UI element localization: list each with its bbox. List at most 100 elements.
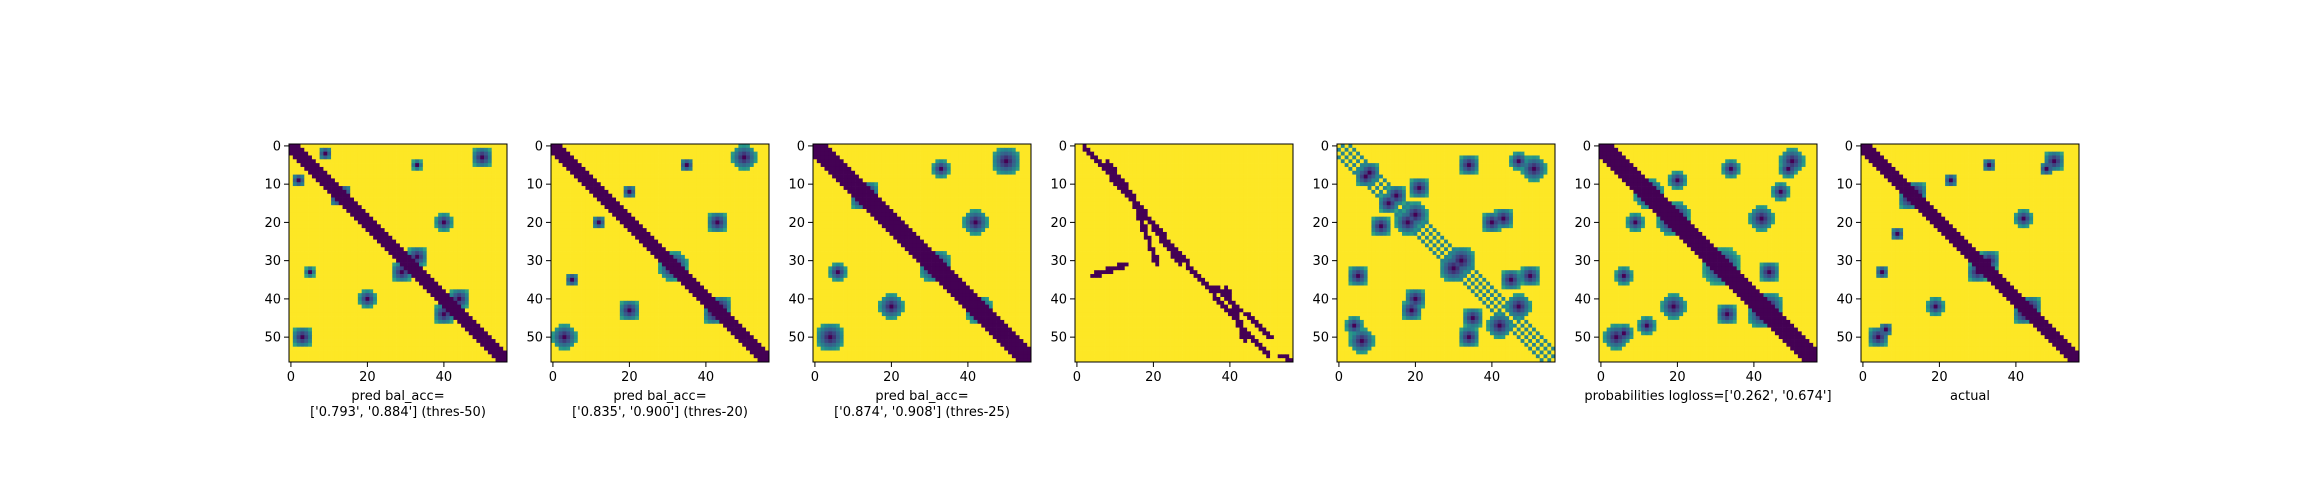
heatmap-cell bbox=[415, 335, 420, 340]
heatmap-cell bbox=[438, 258, 443, 263]
heatmap-cell bbox=[292, 201, 297, 206]
heatmap-cell bbox=[738, 147, 743, 152]
heatmap-cell bbox=[673, 170, 678, 175]
heatmap-cell bbox=[365, 170, 370, 175]
heatmap-cell bbox=[342, 274, 347, 279]
heatmap-cell bbox=[661, 193, 667, 198]
heatmap-cell bbox=[346, 155, 351, 160]
heatmap-cell bbox=[480, 151, 485, 156]
heatmap-cell bbox=[491, 251, 496, 256]
heatmap-cell bbox=[554, 243, 559, 248]
heatmap-cell bbox=[562, 197, 567, 202]
heatmap-cell bbox=[472, 182, 477, 187]
heatmap-cell bbox=[457, 319, 462, 325]
heatmap-cell bbox=[369, 186, 374, 191]
heatmap-cell bbox=[422, 144, 428, 149]
heatmap-cell bbox=[480, 339, 485, 344]
heatmap-cell bbox=[407, 327, 412, 332]
heatmap-cell bbox=[681, 178, 686, 183]
heatmap-cell bbox=[388, 316, 393, 321]
heatmap-cell bbox=[464, 251, 470, 256]
heatmap-cell bbox=[480, 350, 485, 355]
heatmap-cell bbox=[484, 323, 489, 328]
heatmap-cell bbox=[411, 243, 416, 248]
heatmap-cell bbox=[681, 186, 686, 191]
heatmap-cell bbox=[315, 212, 320, 218]
heatmap-cell bbox=[399, 335, 405, 340]
heatmap-cell bbox=[380, 224, 385, 229]
heatmap-cell bbox=[323, 193, 328, 198]
heatmap-cell bbox=[464, 216, 470, 221]
heatmap-cell bbox=[562, 209, 567, 214]
heatmap-cell bbox=[491, 182, 496, 187]
heatmap-cell bbox=[323, 216, 328, 221]
heatmap-cell bbox=[616, 186, 621, 191]
heatmap-cell bbox=[296, 163, 301, 168]
heatmap-cell bbox=[403, 323, 408, 328]
heatmap-cell bbox=[384, 281, 389, 286]
heatmap-cell bbox=[627, 254, 632, 260]
heatmap-cell bbox=[738, 247, 743, 252]
heatmap-cell bbox=[292, 147, 297, 152]
heatmap-cell bbox=[495, 274, 500, 279]
heatmap-cell bbox=[289, 258, 294, 263]
heatmap-cell bbox=[331, 209, 336, 214]
heatmap-cell bbox=[619, 201, 625, 206]
heatmap-cell bbox=[570, 193, 575, 198]
heatmap-cell bbox=[593, 212, 598, 218]
heatmap-cell bbox=[357, 262, 363, 267]
heatmap-cell bbox=[558, 186, 563, 191]
heatmap-cell bbox=[503, 258, 508, 263]
heatmap-cell bbox=[354, 144, 359, 149]
heatmap-cell bbox=[392, 166, 397, 172]
heatmap-cell bbox=[554, 186, 559, 191]
heatmap-cell bbox=[499, 144, 504, 149]
heatmap-cell bbox=[441, 224, 447, 229]
heatmap-cell bbox=[354, 254, 359, 260]
heatmap-cell bbox=[742, 163, 747, 168]
heatmap-cell bbox=[480, 254, 485, 260]
heatmap-cell bbox=[577, 220, 582, 225]
heatmap-cell bbox=[319, 205, 324, 210]
heatmap-cell bbox=[577, 166, 582, 172]
heatmap-cell bbox=[327, 212, 332, 218]
heatmap-cell bbox=[300, 151, 305, 156]
heatmap-cell bbox=[453, 144, 458, 149]
heatmap-cell bbox=[723, 216, 728, 221]
heatmap-cell bbox=[311, 166, 317, 172]
heatmap-cell bbox=[631, 147, 636, 152]
heatmap-cell bbox=[464, 281, 470, 286]
heatmap-cell bbox=[726, 174, 732, 179]
heatmap-cell bbox=[411, 323, 416, 328]
heatmap-cell bbox=[726, 178, 732, 183]
heatmap-cell bbox=[441, 228, 447, 233]
heatmap-cell bbox=[570, 186, 575, 191]
heatmap-cell bbox=[331, 308, 336, 313]
heatmap-cell bbox=[627, 174, 632, 179]
heatmap-cell bbox=[388, 147, 393, 152]
heatmap-cell bbox=[619, 205, 625, 210]
heatmap-cell bbox=[711, 193, 716, 198]
heatmap-cell bbox=[487, 300, 493, 305]
heatmap-cell bbox=[296, 174, 301, 179]
heatmap-cell bbox=[472, 189, 477, 195]
heatmap-cell bbox=[296, 189, 301, 195]
heatmap-cell bbox=[334, 197, 340, 202]
heatmap-cell bbox=[434, 308, 439, 313]
heatmap-cell bbox=[487, 258, 493, 263]
heatmap-cell bbox=[650, 239, 655, 244]
heatmap-cell bbox=[684, 243, 690, 248]
heatmap-cell bbox=[453, 224, 458, 229]
heatmap-cell bbox=[361, 300, 366, 305]
heatmap-cell bbox=[635, 201, 640, 206]
heatmap-cell bbox=[327, 178, 332, 183]
heatmap-cell bbox=[323, 331, 328, 336]
heatmap-cell bbox=[415, 258, 420, 263]
heatmap-cell bbox=[365, 319, 370, 325]
heatmap-cell bbox=[399, 289, 405, 294]
heatmap-cell bbox=[627, 201, 632, 206]
heatmap-cell bbox=[753, 155, 758, 160]
heatmap-cell bbox=[415, 243, 420, 248]
heatmap-cell bbox=[422, 270, 428, 275]
heatmap-cell bbox=[365, 327, 370, 332]
